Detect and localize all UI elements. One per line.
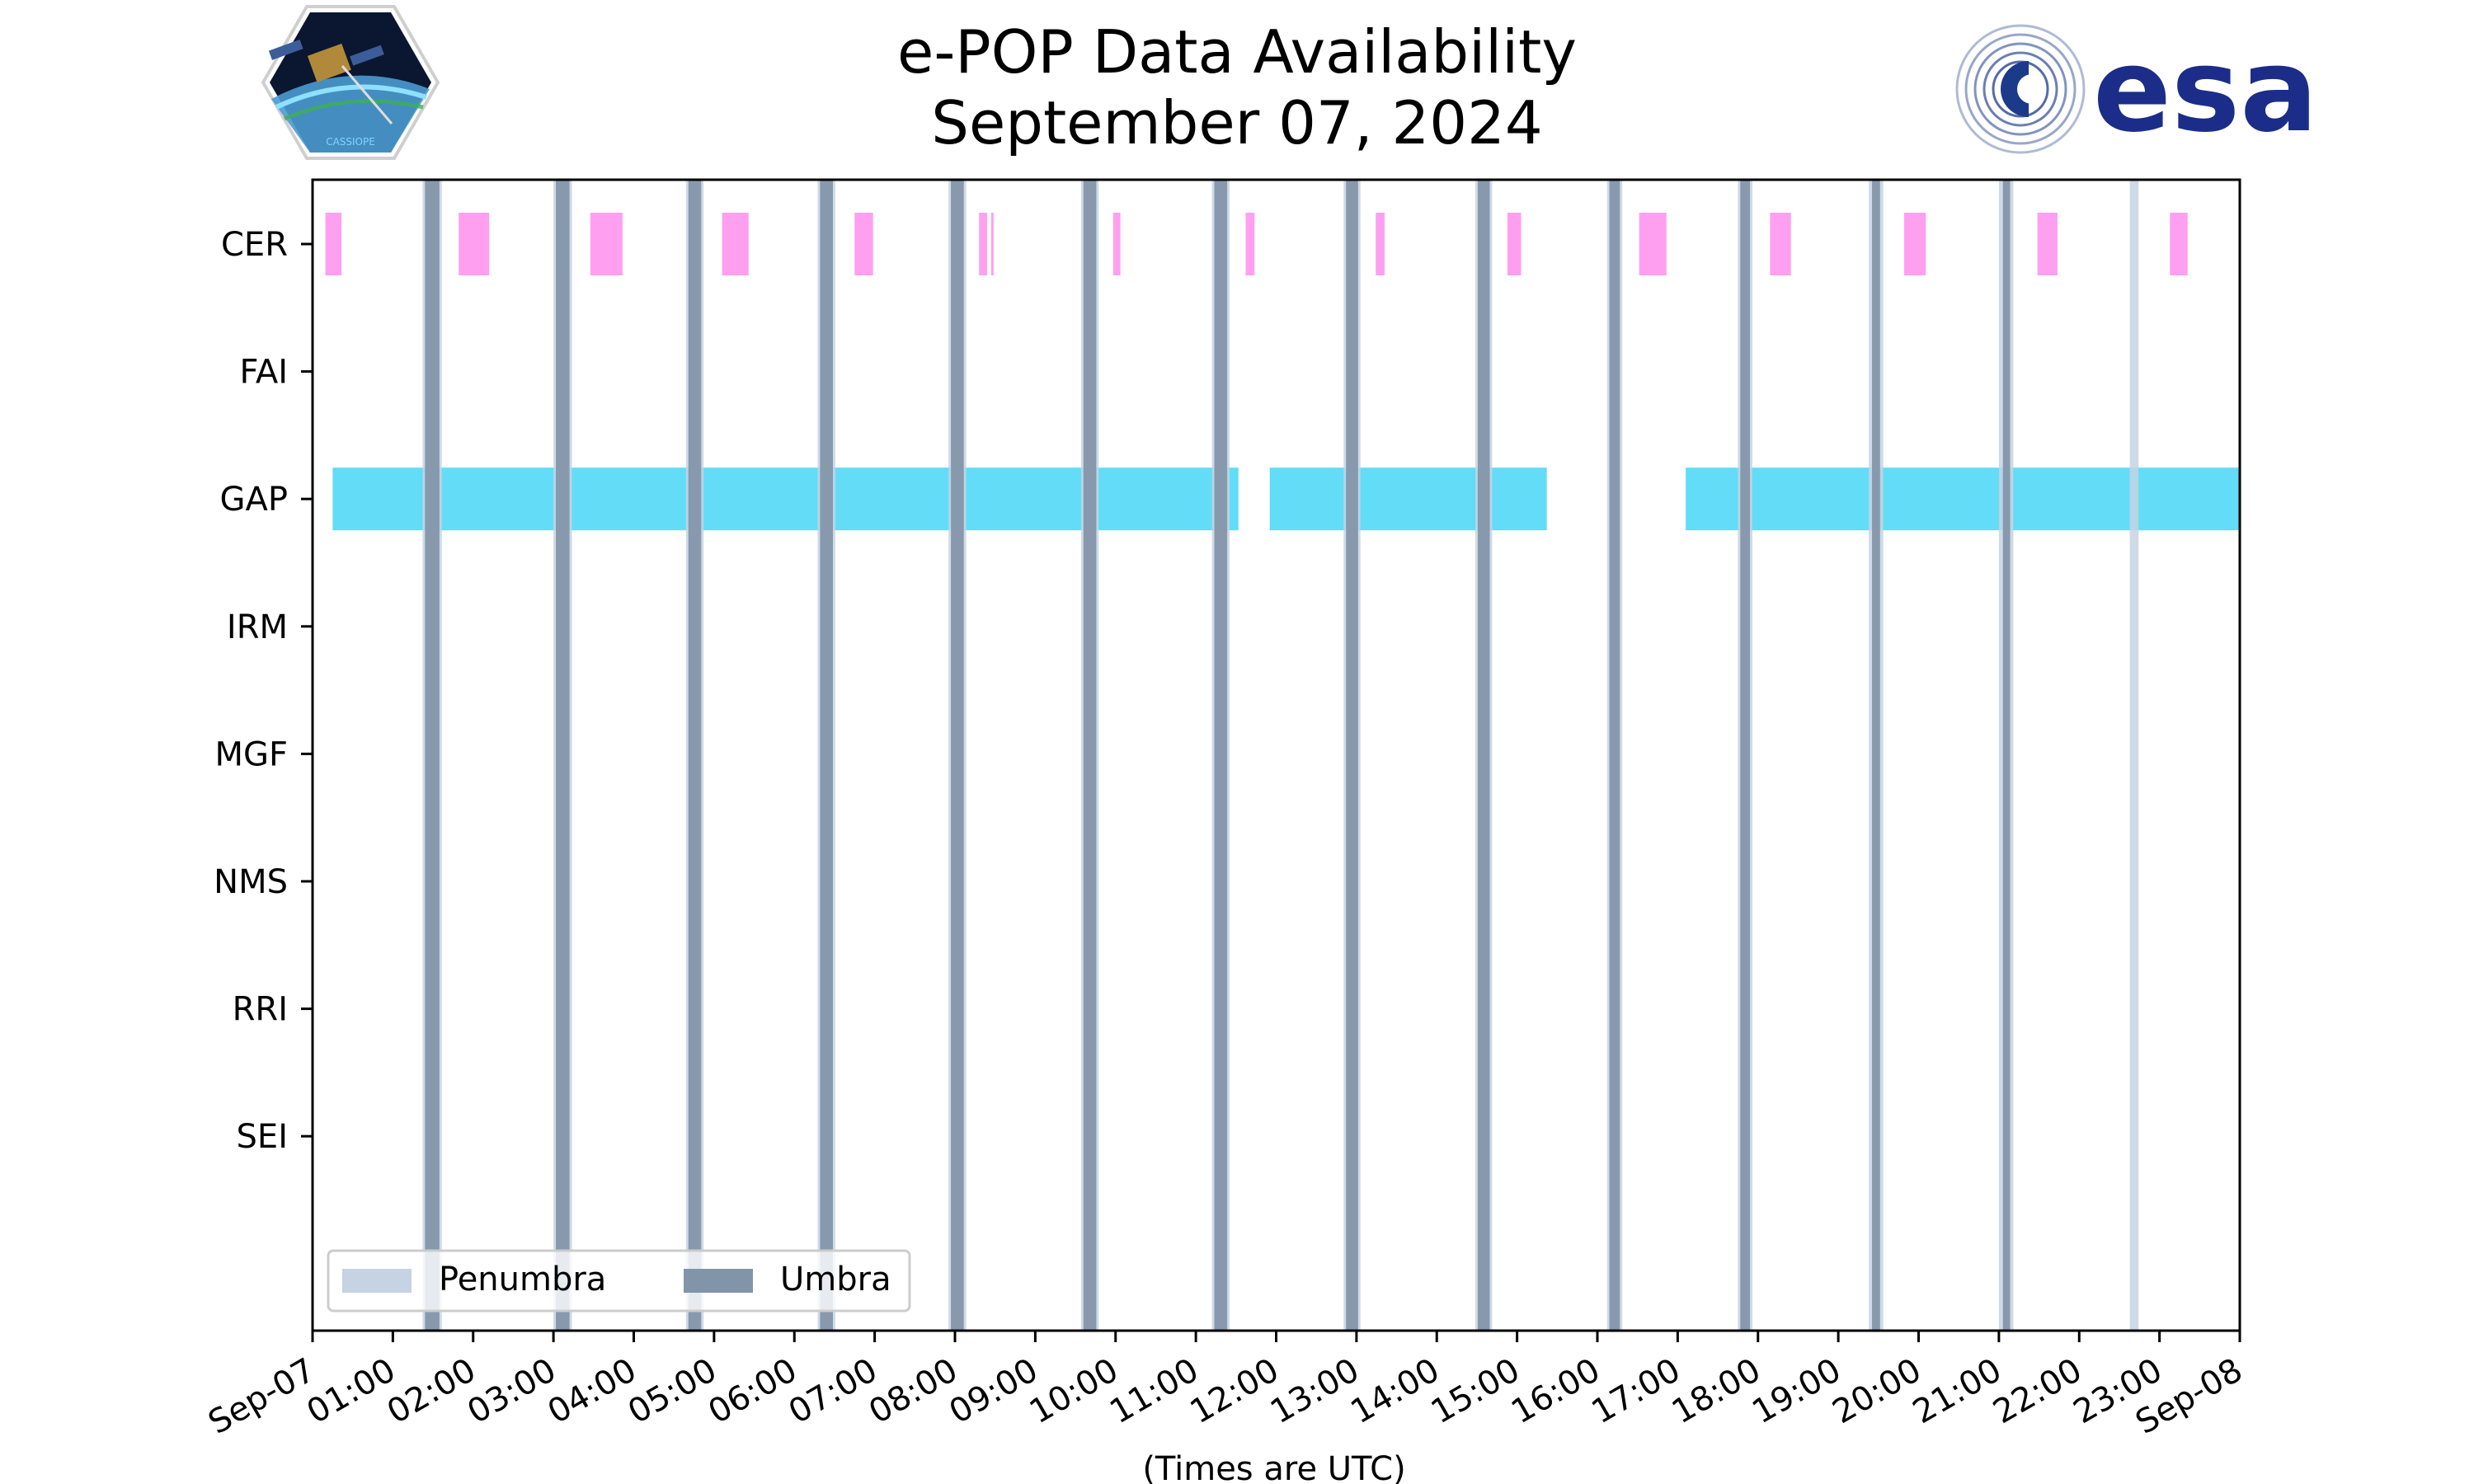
bar-cer-8 [1245, 213, 1255, 275]
bar-cer-6 [990, 213, 994, 275]
bar-cer-5 [979, 213, 987, 275]
bar-cer-15 [2170, 213, 2188, 275]
x-tick-label-4: 04:00 [542, 1351, 643, 1431]
bar-cer-3 [722, 213, 749, 275]
x-tick-label-12: 12:00 [1184, 1351, 1286, 1431]
y-tick-label-rri: RRI [233, 991, 288, 1029]
x-tick-label-2: 02:00 [381, 1351, 482, 1431]
bar-cer-10 [1507, 213, 1522, 275]
esa-logo: esa [1955, 24, 2318, 158]
y-tick-label-sei: SEI [237, 1118, 288, 1156]
bar-cer-0 [325, 213, 342, 275]
y-tick-label-nms: NMS [214, 863, 288, 901]
x-axis: Sep-0701:0002:0003:0004:0005:0006:0007:0… [202, 1331, 2249, 1442]
legend-label-umbra: Umbra [780, 1261, 891, 1298]
x-tick-label-16: 16:00 [1505, 1351, 1606, 1431]
x-tick-label-9: 09:00 [943, 1351, 1045, 1431]
x-tick-label-5: 05:00 [622, 1351, 723, 1431]
y-tick-label-cer: CER [221, 226, 288, 264]
chart-title-line1: e-POP Data Availability [897, 17, 1577, 87]
umbra-band-10 [1740, 180, 1751, 1331]
umbra-band-5 [1083, 180, 1097, 1331]
x-tick-label-13: 13:00 [1264, 1351, 1366, 1431]
bar-cer-2 [590, 213, 623, 275]
y-tick-label-mgf: MGF [214, 735, 288, 773]
bar-gap-0 [332, 467, 1239, 531]
y-tick-label-fai: FAI [240, 354, 289, 392]
bar-cer-7 [1112, 213, 1121, 275]
x-tick-label-18: 18:00 [1666, 1351, 1767, 1431]
esa-swirl-icon [1955, 24, 2086, 154]
bar-cer-12 [1770, 213, 1791, 275]
umbra-band-7 [1346, 180, 1358, 1331]
legend-box [327, 1249, 911, 1313]
y-tick-label-gap: GAP [220, 481, 288, 519]
bar-cer-9 [1376, 213, 1385, 275]
chart-title-line2: September 07, 2024 [931, 88, 1542, 157]
x-tick-label-22: 22:00 [1987, 1351, 2088, 1431]
x-tick-label-1: 01:00 [301, 1351, 402, 1431]
bar-cer-11 [1639, 213, 1667, 275]
umbra-band-6 [1214, 180, 1228, 1331]
x-tick-label-17: 17:00 [1586, 1351, 1687, 1431]
x-tick-label-14: 14:00 [1344, 1351, 1446, 1431]
x-tick-label-3: 03:00 [461, 1351, 562, 1431]
bar-cer-1 [459, 213, 490, 275]
x-tick-label-20: 20:00 [1827, 1351, 1928, 1431]
bar-cer-13 [1903, 213, 1926, 275]
bar-gap-1 [1269, 467, 1547, 531]
x-tick-label-19: 19:00 [1746, 1351, 1847, 1431]
bar-gap-2 [1686, 467, 2240, 531]
x-tick-label-7: 07:00 [783, 1351, 884, 1431]
umbra-band-12 [2002, 180, 2011, 1331]
x-tick-label-11: 11:00 [1103, 1351, 1205, 1431]
legend-swatch-umbra [684, 1269, 753, 1293]
umbra-band-8 [1477, 180, 1490, 1331]
bar-cer-4 [854, 213, 873, 275]
x-tick-label-6: 06:00 [702, 1351, 803, 1431]
y-axis: CER FAI GAP IRM MGF NMS RRI SEI [214, 226, 313, 1156]
legend: Penumbra Umbra [327, 1249, 911, 1313]
x-tick-label-10: 10:00 [1023, 1351, 1125, 1431]
penumbra-band-13 [2129, 180, 2139, 1331]
x-tick-label-8: 08:00 [863, 1351, 964, 1431]
cassiope-logo-text: CASSIOPE [326, 136, 375, 148]
umbra-layer [425, 180, 2011, 1331]
plot-background [313, 180, 2240, 1331]
bar-cer-14 [2037, 213, 2058, 275]
umbra-band-11 [1872, 180, 1880, 1331]
x-tick-label-21: 21:00 [1907, 1351, 2008, 1431]
legend-label-penumbra: Penumbra [439, 1261, 606, 1298]
legend-swatch-penumbra [342, 1269, 412, 1293]
esa-logo-text: esa [2093, 24, 2318, 158]
x-tick-label-15: 15:00 [1425, 1351, 1526, 1431]
x-axis-label: (Times are UTC) [1142, 1450, 1405, 1484]
cassiope-logo: CASSIOPE [261, 5, 440, 160]
umbra-band-4 [951, 180, 964, 1331]
y-tick-label-irm: IRM [227, 608, 288, 646]
umbra-band-3 [820, 180, 833, 1331]
umbra-band-2 [688, 180, 702, 1331]
umbra-band-0 [425, 180, 440, 1331]
umbra-band-1 [556, 180, 570, 1331]
umbra-band-9 [1609, 180, 1620, 1331]
